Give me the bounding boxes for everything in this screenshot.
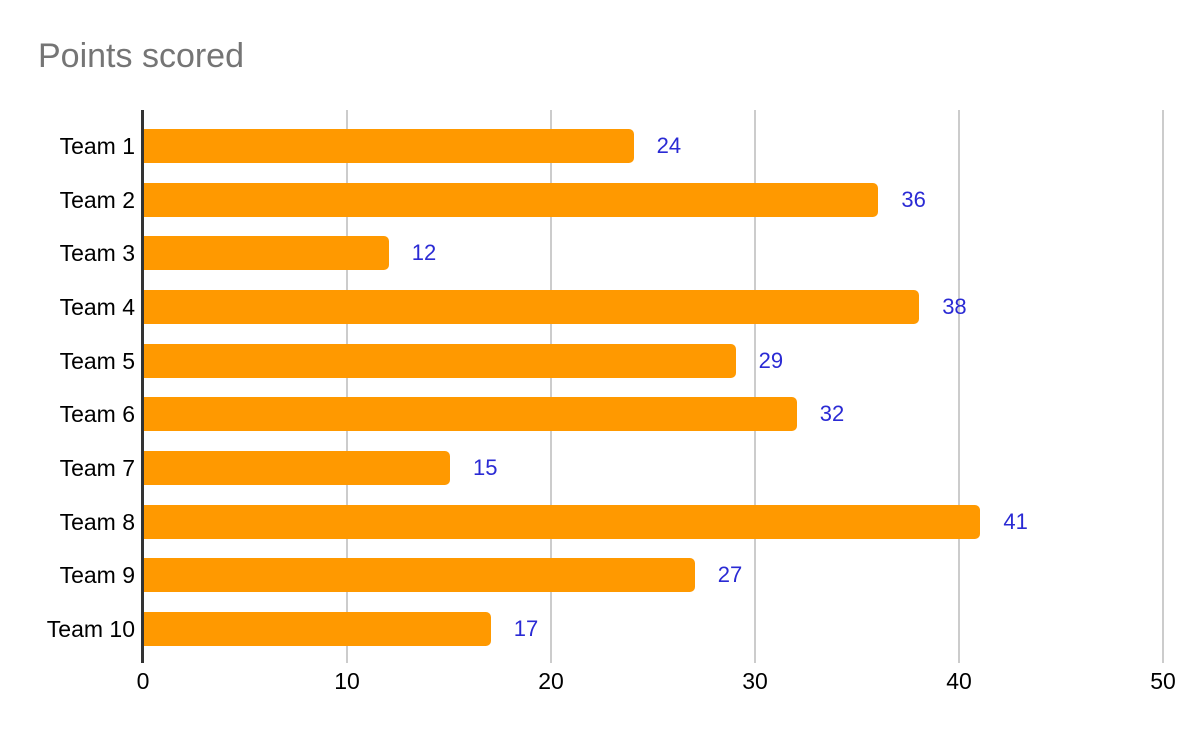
value-label-team-2: 36 — [901, 186, 926, 212]
bar-team-4 — [144, 289, 920, 324]
value-label-team-4: 38 — [942, 293, 967, 319]
value-label-team-6: 32 — [819, 401, 845, 427]
category-label-team-9: Team 9 — [59, 562, 135, 589]
category-label-team-2: Team 2 — [59, 186, 135, 213]
bar-team-1 — [144, 128, 634, 163]
category-label-team-10: Team 10 — [46, 616, 135, 643]
value-label-team-5: 29 — [758, 347, 784, 373]
bar-team-9 — [144, 558, 695, 593]
category-label-team-3: Team 3 — [59, 240, 135, 267]
x-tick-label-50: 50 — [1150, 668, 1176, 694]
y-axis-baseline — [141, 110, 144, 663]
value-label-team-8: 41 — [1003, 508, 1028, 534]
gridline-40 — [958, 110, 960, 663]
bar-team-2 — [144, 182, 879, 217]
chart-title: Points scored — [38, 37, 244, 75]
bar-team-3 — [144, 236, 389, 271]
bar-team-8 — [144, 504, 981, 539]
gridline-10 — [346, 110, 348, 663]
category-label-team-6: Team 6 — [59, 401, 135, 428]
x-tick-label-10: 10 — [334, 668, 360, 694]
bar-team-10 — [144, 612, 491, 647]
bar-team-6 — [144, 397, 797, 432]
category-label-team-1: Team 1 — [59, 132, 135, 159]
value-label-team-10: 17 — [513, 616, 539, 642]
x-tick-label-20: 20 — [538, 668, 564, 694]
gridline-20 — [550, 110, 552, 663]
category-label-team-8: Team 8 — [59, 508, 135, 535]
value-label-team-9: 27 — [717, 562, 743, 588]
bar-team-7 — [144, 451, 450, 486]
bar-team-5 — [144, 343, 736, 378]
gridline-30 — [754, 110, 756, 663]
gridline-50 — [1162, 110, 1164, 663]
category-label-team-5: Team 5 — [59, 347, 135, 374]
value-label-team-7: 15 — [473, 455, 498, 481]
category-label-team-4: Team 4 — [59, 293, 135, 320]
value-label-team-1: 24 — [656, 132, 682, 158]
x-tick-label-0: 0 — [136, 668, 150, 694]
x-tick-label-30: 30 — [742, 668, 768, 694]
category-label-team-7: Team 7 — [59, 455, 135, 482]
value-label-team-3: 12 — [411, 240, 437, 266]
x-tick-label-40: 40 — [946, 668, 972, 694]
